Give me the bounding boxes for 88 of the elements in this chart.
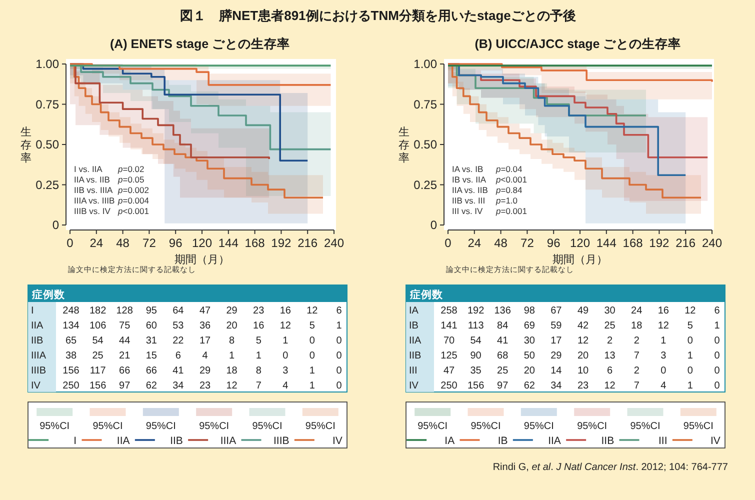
text: III vs. IV p=0.001	[452, 206, 527, 216]
text: 95%CI	[524, 421, 554, 432]
legend-label: IIB	[601, 435, 614, 447]
y-tick-label: 0	[430, 218, 438, 232]
chart-title: (A) ENETS stage ごとの生存率	[110, 36, 290, 51]
text: 95%CI	[577, 421, 608, 432]
x-tick-label: 0	[66, 236, 74, 250]
caption: 図１ 膵NET患者891例におけるTNM分類を用いたstageごとの予後	[180, 8, 576, 23]
y-tick-label: 0.75	[414, 97, 438, 112]
text: 95%CI	[305, 421, 336, 432]
text: 症例数	[409, 288, 444, 301]
x-tick-label: 144	[596, 236, 617, 250]
legend-label: IV	[332, 435, 342, 447]
text: IIA 70 54 41 30 17 12 2 2 1 0 0	[409, 336, 720, 346]
text: 95%CI	[418, 421, 448, 432]
text: IIIA 38 25 21 15 6 4 1 1 0 0 0	[31, 350, 342, 362]
x-tick-label: 144	[218, 236, 239, 250]
annotation: IIA vs. IIB p=0.84	[452, 185, 523, 195]
text: 95%CI	[630, 421, 660, 432]
x-tick-label: 216	[298, 236, 318, 250]
x-tick-label: 240	[324, 236, 344, 250]
x-tick-label: 0	[444, 236, 452, 250]
y-tick-label: 0.25	[36, 178, 60, 192]
text: IB 141 113 84 69 59 42 25 18 12 5 1	[409, 320, 720, 332]
x-tick-label: 96	[168, 236, 183, 250]
y-tick-label: 0.50	[36, 138, 60, 152]
legend-label: IIIB	[273, 435, 290, 447]
y-tick-label: 0	[52, 218, 60, 232]
legend-label: IIA	[548, 435, 561, 447]
x-tick-label: 120	[570, 236, 590, 250]
annotation: IB vs. IIA p<0.001	[452, 174, 528, 184]
x-tick-label: 96	[546, 236, 561, 250]
text: 症例数	[31, 288, 66, 301]
text: IA vs. IB p=0.04	[452, 164, 522, 174]
annotation: IIIA vs. IIIB p=0.004	[74, 196, 150, 206]
y-tick-label: 1.00	[414, 57, 438, 71]
text: IIA 134 106 75 60 53 36 20 16 12 5 1	[31, 320, 342, 332]
x-tick-label: 192	[649, 236, 670, 250]
annotation: IIB vs. IIIA p=0.002	[74, 185, 150, 195]
x-tick-label: 120	[192, 236, 212, 250]
y-tick-label: 0.75	[36, 97, 60, 112]
text: IV 250 156 97 62 34 23 12 7 4 1 0	[409, 380, 720, 392]
text: IIB vs. III p=1.0	[452, 196, 518, 206]
legend-label: IIIA	[220, 435, 236, 447]
x-tick-label: 168	[244, 236, 266, 250]
text: 95%CI	[683, 421, 714, 432]
legend-label: IA	[444, 435, 455, 447]
x-tick-label: 72	[142, 236, 156, 250]
x-tick-label: 72	[520, 236, 534, 250]
text: IV 250 156 97 62 34 23 12 7 4 1 0	[31, 380, 342, 392]
annotation: IIIB vs. IV p<0.001	[74, 206, 150, 216]
x-axis-title: 期間（月）	[552, 254, 608, 266]
text: Rindi G, et al. J Natl Cancer Inst. 2012; 104: 764-777	[492, 462, 728, 473]
text: 95%CI	[470, 421, 501, 432]
x-tick-label: 168	[622, 236, 644, 250]
y-axis-title: 生存率	[20, 126, 32, 164]
text: 95%CI	[252, 421, 282, 432]
text: 95%CI	[199, 421, 230, 432]
legend-label: IB	[498, 435, 508, 447]
x-tick-label: 240	[702, 236, 722, 250]
legend-label: IIA	[116, 435, 130, 447]
text: IIB 125 90 68 50 29 20 13 7 3 1 0	[409, 350, 720, 362]
text: 95%CI	[40, 421, 70, 432]
text: III 47 35 25 20 14 10 6 2 0 0 0	[409, 366, 720, 376]
text: 95%CI	[92, 421, 123, 432]
text: IIB 65 54 44 31 22 17 8 5 1 0 0	[31, 336, 342, 346]
y-tick-label: 1.00	[36, 57, 60, 71]
x-tick-label: 216	[676, 236, 696, 250]
chart-title: (B) UICC/AJCC stage ごとの生存率	[474, 36, 682, 51]
text: 95%CI	[146, 421, 176, 432]
x-tick-label: 192	[271, 236, 292, 250]
y-tick-label: 0.50	[414, 138, 438, 152]
y-tick-label: 0.25	[414, 178, 438, 192]
x-tick-label: 24	[468, 236, 482, 250]
annotation: IIA vs. IIB p=0.05	[74, 174, 145, 184]
y-axis-title: 生存率	[398, 126, 410, 164]
text: IIIB 156 117 66 66 41 29 18 8 3 1 0	[31, 366, 342, 376]
x-tick-label: 48	[116, 236, 130, 250]
legend-label: I	[74, 435, 77, 447]
text: IA 258 192 136 98 67 49 30 24 16 12 6	[409, 306, 720, 316]
x-axis-title: 期間（月）	[174, 254, 230, 266]
x-tick-label: 24	[90, 236, 104, 250]
legend-label: IIB	[170, 435, 183, 447]
text: I vs. IIA p=0.02	[74, 164, 144, 174]
legend-label: III	[658, 435, 668, 447]
text: I 248 182 128 95 64 47 29 23 16 12 6	[31, 306, 342, 316]
x-tick-label: 48	[494, 236, 508, 250]
legend-label: IV	[710, 435, 720, 447]
